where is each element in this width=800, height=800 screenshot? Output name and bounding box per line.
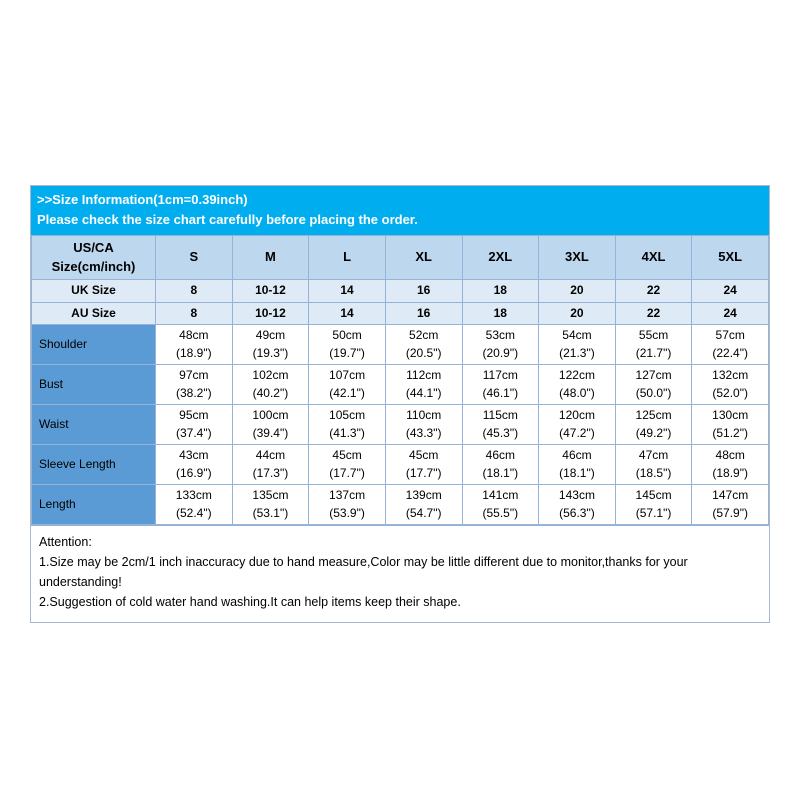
title-band: >>Size Information(1cm=0.39inch) Please …	[31, 186, 769, 236]
measure-cell: 45cm (17.7")	[308, 444, 386, 486]
uk-size-cell: 22	[614, 279, 693, 303]
measure-cell: 48cm (18.9")	[691, 444, 769, 486]
au-size-row: AU Size 8 10-12 14 16 18 20 22 24	[31, 301, 769, 326]
uk-size-cell: 24	[691, 279, 769, 303]
measure-cell: 44cm (17.3")	[231, 444, 310, 486]
measure-cell: 132cm (52.0")	[691, 364, 769, 406]
size-header-row: US/CA Size(cm/inch) S M L XL 2XL 3XL 4XL…	[31, 235, 769, 281]
measure-cell: 48cm (18.9")	[155, 324, 233, 366]
size-col-header: 2XL	[461, 235, 540, 281]
measure-cell: 139cm (54.7")	[384, 484, 463, 526]
measure-cell: 135cm (53.1")	[231, 484, 310, 526]
au-size-cell: 8	[155, 301, 233, 326]
measure-cell: 57cm (22.4")	[691, 324, 769, 366]
title-band-line2: Please check the size chart carefully be…	[37, 212, 418, 228]
attention-note: 1.Size may be 2cm/1 inch inaccuracy due …	[39, 555, 688, 590]
row-label: UK Size	[31, 279, 156, 303]
uk-size-cell: 20	[538, 279, 616, 303]
measure-cell: 130cm (51.2")	[691, 404, 769, 446]
measure-cell: 47cm (18.5")	[614, 444, 693, 486]
row-label: Waist	[31, 404, 156, 446]
size-table: US/CA Size(cm/inch) S M L XL 2XL 3XL 4XL…	[31, 235, 769, 526]
measure-cell: 100cm (39.4")	[231, 404, 310, 446]
measure-cell: 141cm (55.5")	[461, 484, 540, 526]
uk-size-cell: 8	[155, 279, 233, 303]
measure-cell: 97cm (38.2")	[155, 364, 233, 406]
measure-cell: 54cm (21.3")	[538, 324, 616, 366]
size-col-header: L	[308, 235, 386, 281]
sleeve-length-row: Sleeve Length 43cm (16.9") 44cm (17.3") …	[31, 444, 769, 486]
size-col-header: 5XL	[691, 235, 769, 281]
attention-note: 2.Suggestion of cold water hand washing.…	[39, 595, 461, 610]
row-label: Sleeve Length	[31, 444, 156, 486]
measure-cell: 95cm (37.4")	[155, 404, 233, 446]
measure-cell: 55cm (21.7")	[614, 324, 693, 366]
measure-cell: 120cm (47.2")	[538, 404, 616, 446]
waist-row: Waist 95cm (37.4") 100cm (39.4") 105cm (…	[31, 404, 769, 446]
measure-cell: 117cm (46.1")	[461, 364, 540, 406]
attention-title: Attention:	[39, 535, 92, 550]
measure-cell: 125cm (49.2")	[614, 404, 693, 446]
measure-cell: 147cm (57.9")	[691, 484, 769, 526]
au-size-cell: 18	[461, 301, 540, 326]
bust-row: Bust 97cm (38.2") 102cm (40.2") 107cm (4…	[31, 364, 769, 406]
shoulder-row: Shoulder 48cm (18.9") 49cm (19.3") 50cm …	[31, 324, 769, 366]
title-band-line1: >>Size Information(1cm=0.39inch)	[37, 192, 248, 207]
measure-cell: 46cm (18.1")	[461, 444, 540, 486]
attention-section: Attention: 1.Size may be 2cm/1 inch inac…	[31, 525, 769, 623]
size-chart: >>Size Information(1cm=0.39inch) Please …	[30, 185, 770, 624]
measure-cell: 112cm (44.1")	[384, 364, 463, 406]
measure-cell: 115cm (45.3")	[461, 404, 540, 446]
measure-cell: 133cm (52.4")	[155, 484, 233, 526]
row-label: Bust	[31, 364, 156, 406]
measure-cell: 137cm (53.9")	[308, 484, 386, 526]
length-row: Length 133cm (52.4") 135cm (53.1") 137cm…	[31, 484, 769, 526]
uk-size-cell: 14	[308, 279, 386, 303]
corner-cell: US/CA Size(cm/inch)	[31, 235, 156, 281]
measure-cell: 143cm (56.3")	[538, 484, 616, 526]
measure-cell: 145cm (57.1")	[614, 484, 693, 526]
measure-cell: 46cm (18.1")	[538, 444, 616, 486]
measure-cell: 49cm (19.3")	[231, 324, 310, 366]
size-col-header: 3XL	[538, 235, 616, 281]
measure-cell: 110cm (43.3")	[384, 404, 463, 446]
au-size-cell: 16	[384, 301, 463, 326]
row-label: Shoulder	[31, 324, 156, 366]
measure-cell: 127cm (50.0")	[614, 364, 693, 406]
au-size-cell: 10-12	[231, 301, 310, 326]
measure-cell: 107cm (42.1")	[308, 364, 386, 406]
measure-cell: 105cm (41.3")	[308, 404, 386, 446]
au-size-cell: 14	[308, 301, 386, 326]
uk-size-row: UK Size 8 10-12 14 16 18 20 22 24	[31, 279, 769, 303]
uk-size-cell: 16	[384, 279, 463, 303]
size-col-header: XL	[384, 235, 463, 281]
measure-cell: 50cm (19.7")	[308, 324, 386, 366]
row-label: Length	[31, 484, 156, 526]
size-col-header: 4XL	[614, 235, 693, 281]
au-size-cell: 24	[691, 301, 769, 326]
measure-cell: 102cm (40.2")	[231, 364, 310, 406]
measure-cell: 122cm (48.0")	[538, 364, 616, 406]
measure-cell: 43cm (16.9")	[155, 444, 233, 486]
au-size-cell: 20	[538, 301, 616, 326]
uk-size-cell: 18	[461, 279, 540, 303]
measure-cell: 52cm (20.5")	[384, 324, 463, 366]
size-col-header: S	[155, 235, 233, 281]
uk-size-cell: 10-12	[231, 279, 310, 303]
au-size-cell: 22	[614, 301, 693, 326]
size-col-header: M	[231, 235, 310, 281]
measure-cell: 45cm (17.7")	[384, 444, 463, 486]
measure-cell: 53cm (20.9")	[461, 324, 540, 366]
row-label: AU Size	[31, 301, 156, 326]
